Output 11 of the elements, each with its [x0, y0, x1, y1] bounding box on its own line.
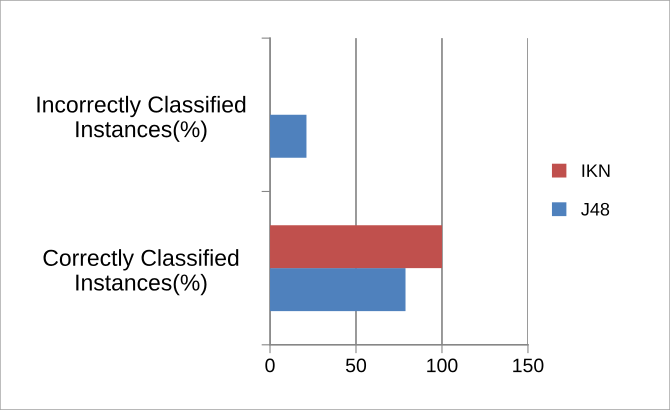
y-tick-label: Incorrectly Classified Instances(%)	[37, 96, 246, 142]
x-tick-label: 0	[265, 358, 275, 372]
legend-label: IKN	[582, 164, 610, 177]
bar	[270, 268, 406, 312]
bar	[270, 114, 306, 158]
x-tick-label: 100	[427, 358, 458, 372]
x-tick-label: 50	[346, 358, 366, 372]
bar	[270, 225, 442, 268]
legend-label: J48	[581, 202, 610, 216]
y-tick-label: Correctly Classified Instances(%)	[44, 249, 238, 296]
x-tick-label: 150	[513, 358, 544, 372]
